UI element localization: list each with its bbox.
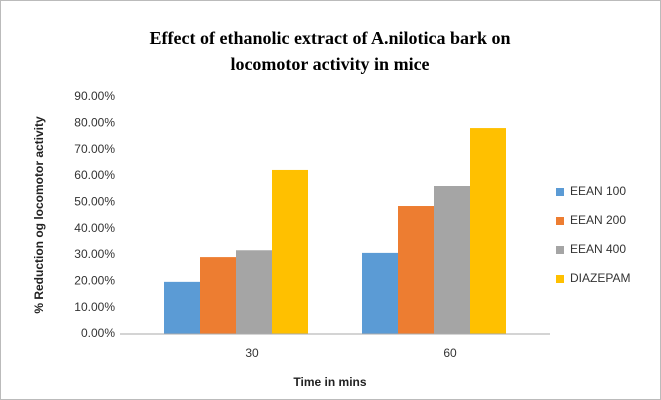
chart-title: locomotor activity in mice [230, 54, 429, 74]
y-tick-label: 90.00% [74, 89, 115, 103]
bar [434, 186, 470, 334]
legend-label: EEAN 200 [570, 213, 626, 227]
bar [164, 281, 200, 334]
chart-title: Effect of ethanolic extract of A.nilotic… [150, 28, 511, 48]
legend-label: DIAZEPAM [570, 271, 630, 285]
y-tick-label: 70.00% [74, 142, 115, 156]
y-tick-label: 80.00% [74, 116, 115, 130]
bar [470, 128, 506, 334]
y-tick-label: 30.00% [74, 247, 115, 261]
bar [200, 257, 236, 334]
x-axis-label: Time in mins [293, 375, 366, 389]
bar [362, 252, 398, 334]
legend-swatch [556, 246, 564, 254]
legend-swatch [556, 188, 564, 196]
y-axis-label: % Reduction og locomotor activity [32, 116, 46, 314]
x-tick-label: 30 [245, 346, 259, 360]
x-tick-label: 60 [443, 346, 457, 360]
y-tick-label: 0.00% [81, 326, 115, 340]
bar [398, 206, 434, 334]
y-tick-label: 40.00% [74, 221, 115, 235]
y-tick-label: 60.00% [74, 168, 115, 182]
legend-swatch [556, 217, 564, 225]
bar [236, 250, 272, 334]
bar [272, 169, 308, 334]
legend-label: EEAN 100 [570, 184, 626, 198]
legend-swatch [556, 275, 564, 283]
y-tick-label: 50.00% [74, 195, 115, 209]
y-tick-label: 10.00% [74, 300, 115, 314]
y-tick-label: 20.00% [74, 274, 115, 288]
legend-label: EEAN 400 [570, 242, 626, 256]
